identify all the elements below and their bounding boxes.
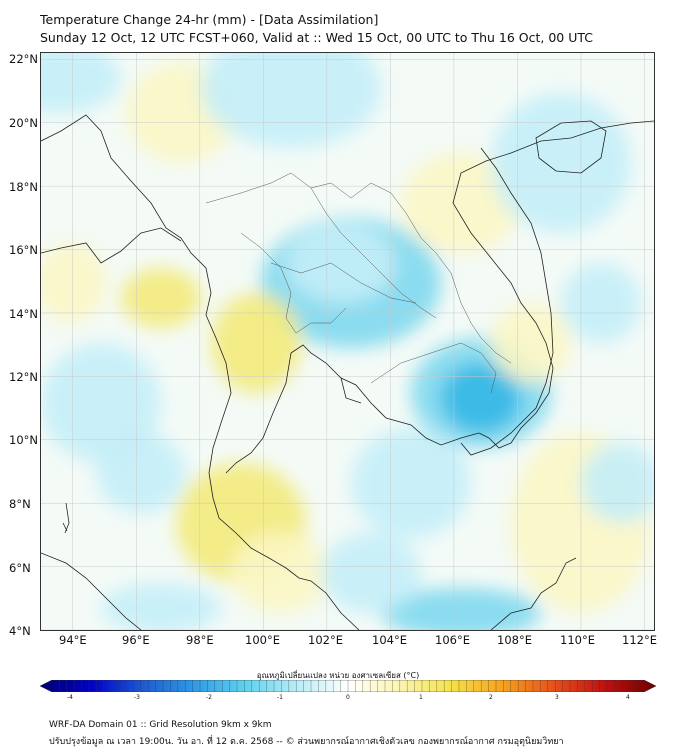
lat-label-18: 18°N [9,180,38,194]
coastlines [41,114,654,630]
colorbar-tick-4: 4 [626,694,630,701]
footer-update-info: ปรับปรุงข้อมูล ณ เวลา 19:00น. วัน อา. ที… [49,737,564,747]
lon-label-110: 110°E [560,633,595,647]
lat-label-16: 16°N [9,243,38,257]
lon-label-102: 102°E [308,633,343,647]
map-subtitle: Sunday 12 Oct, 12 UTC FCST+060, Valid at… [40,30,593,45]
lat-label-10: 10°N [9,433,38,447]
colorbar-tick-minus1: -1 [277,694,283,701]
graticule [41,53,654,630]
vietnam-coastline [460,147,554,456]
colorbar-tick-minus4: -4 [67,694,73,701]
lat-label-12: 12°N [9,370,38,384]
borneo-coastline [490,557,577,630]
andaman-islands [62,502,70,534]
gulf-coastline [225,352,362,474]
lat-label-6: 6°N [9,561,31,575]
temperature-change-map [40,52,655,631]
sumatra-coastline [41,552,142,630]
map-title: Temperature Change 24-hr (mm) - [Data As… [40,12,379,27]
lon-label-104: 104°E [372,633,407,647]
lat-label-4: 4°N [9,624,31,638]
lon-label-96: 96°E [122,633,150,647]
colorbar-tick-3: 3 [555,694,559,701]
lat-label-22: 22°N [9,52,38,66]
colorbar-tick-2: 2 [489,694,493,701]
lon-label-106: 106°E [435,633,470,647]
colorbar-tick-0: 0 [346,694,350,701]
country-borders [205,172,512,394]
lon-label-94: 94°E [59,633,87,647]
colorbar-tick-minus3: -3 [134,694,140,701]
myanmar-coastline [41,227,182,264]
footer-model-info: WRF-DA Domain 01 :: Grid Resolution 9km … [49,720,272,730]
lat-label-8: 8°N [9,497,31,511]
lat-label-14: 14°N [9,307,38,321]
mainland-coastline [41,114,654,630]
colorbar [40,680,656,692]
lon-label-98: 98°E [186,633,214,647]
colorbar-tick-1: 1 [419,694,423,701]
lon-label-100: 100°E [245,633,280,647]
temperature-field [41,53,654,630]
lon-label-108: 108°E [497,633,532,647]
lat-label-20: 20°N [9,116,38,130]
colorbar-label: อุณหภูมิเปลี่ยนแปลง หน่วย องศาเซลเซียส (… [256,671,420,680]
hainan-island [535,120,607,174]
lon-label-112: 112°E [622,633,657,647]
colorbar-tick-minus2: -2 [206,694,212,701]
